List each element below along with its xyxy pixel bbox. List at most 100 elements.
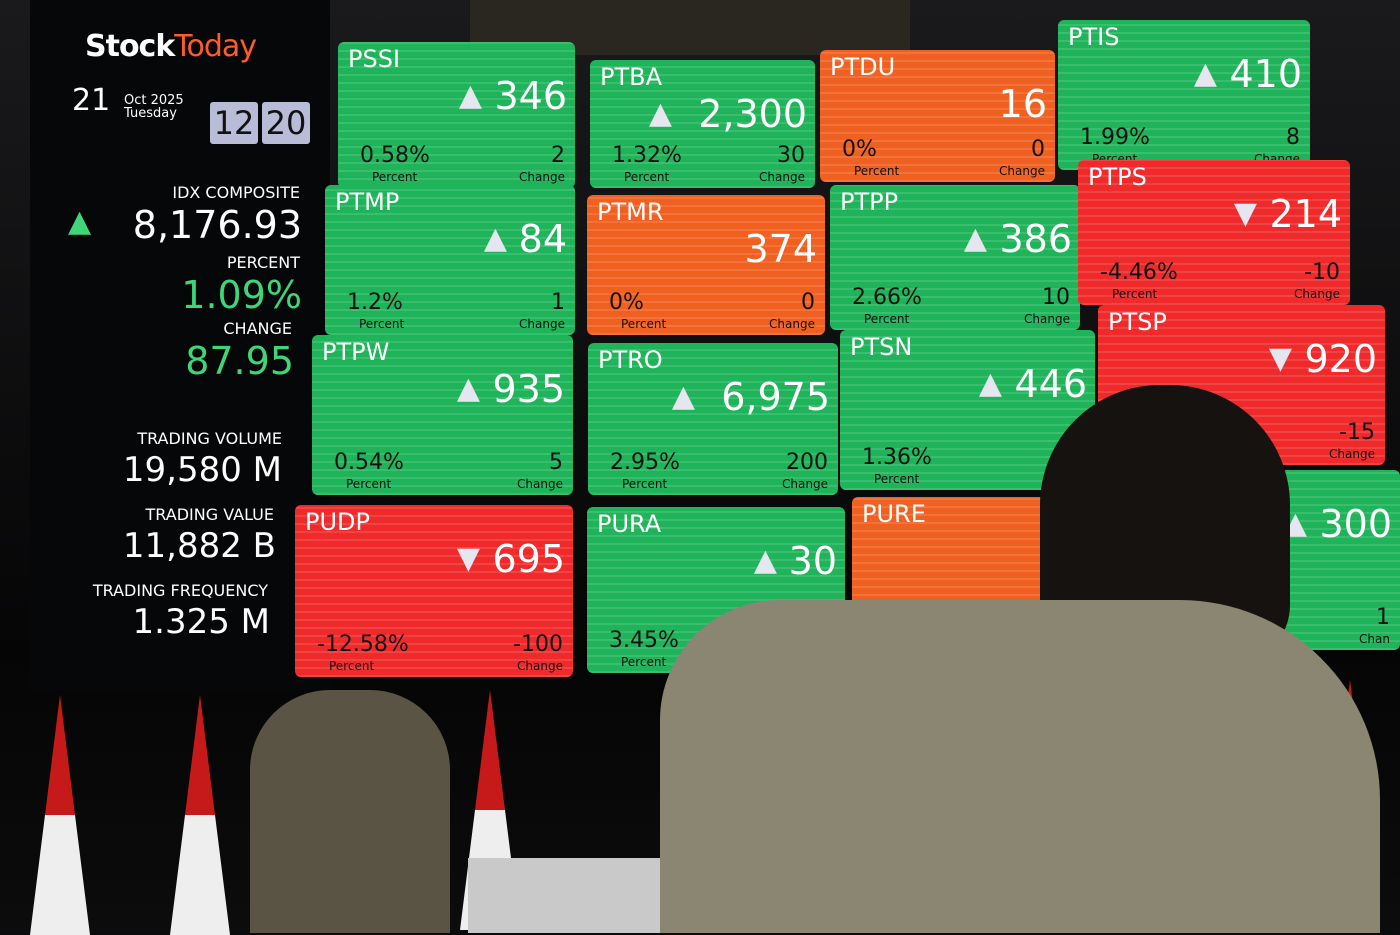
- index-value: 8,176.93: [132, 203, 302, 247]
- percent-label: Percent: [864, 312, 910, 326]
- price: 16: [998, 82, 1047, 126]
- stock-tile-pudp: PUDP ▼ 695 -12.58% Percent -100 Change: [295, 505, 573, 677]
- trading-frequency-label: TRADING FREQUENCY: [92, 581, 268, 600]
- price: 446: [1014, 362, 1087, 406]
- percent-label: Percent: [621, 655, 667, 669]
- change-label: Chan: [1359, 632, 1390, 646]
- clock-hour: 12: [210, 102, 258, 144]
- percent: 0%: [609, 290, 644, 315]
- change-label: Change: [519, 170, 565, 184]
- change: 1: [551, 290, 565, 315]
- percent: -4.46%: [1100, 260, 1178, 285]
- percent-label: Percent: [622, 477, 668, 491]
- trading-volume: 19,580 M: [122, 450, 282, 490]
- price: 2,300: [698, 92, 807, 136]
- up-arrow-icon: ▲: [456, 371, 480, 406]
- ticker: PTRO: [598, 346, 663, 374]
- stock-tile-ptpp: PTPP ▲ 386 2.66% Percent 10 Change: [830, 185, 1080, 330]
- percent: 2.95%: [610, 450, 680, 475]
- price: 410: [1229, 52, 1302, 96]
- percent-label: Percent: [624, 170, 670, 184]
- percent-label: Percent: [372, 170, 418, 184]
- percent: -12.58%: [317, 632, 409, 657]
- stock-tile-ptdu: PTDU 16 0% Percent 0 Change: [820, 50, 1055, 182]
- change: 0: [801, 290, 815, 315]
- change: 2: [551, 143, 565, 168]
- up-arrow-icon: ▲: [458, 78, 482, 113]
- price: 300: [1319, 502, 1392, 546]
- change-label: Change: [999, 164, 1045, 178]
- up-arrow-icon: ▲: [671, 379, 695, 414]
- ticker: PTSP: [1108, 308, 1167, 336]
- change: 30: [777, 143, 805, 168]
- trading-frequency: 1.325 M: [132, 602, 270, 642]
- up-arrow-icon: ▲: [978, 366, 1002, 401]
- price: 214: [1269, 192, 1342, 236]
- stock-tile-ptps: PTPS ▼ 214 -4.46% Percent -10 Change: [1078, 160, 1350, 305]
- change: -10: [1304, 260, 1340, 285]
- index-change: 87.95: [185, 339, 294, 383]
- percent-label: Percent: [621, 317, 667, 331]
- up-arrow-icon: ▲: [648, 96, 672, 131]
- price: 84: [518, 217, 567, 261]
- ticker: PTBA: [600, 63, 663, 91]
- percent: 1.99%: [1080, 125, 1150, 150]
- change: 1: [1376, 605, 1390, 630]
- percent: 0.54%: [334, 450, 404, 475]
- trading-value: 11,882 B: [122, 526, 276, 566]
- change-label: Change: [769, 317, 815, 331]
- price: 374: [744, 227, 817, 271]
- index-label: IDX COMPOSITE: [172, 183, 300, 202]
- month-year: Oct 2025: [124, 93, 184, 108]
- up-arrow-icon: ▲: [483, 221, 507, 256]
- down-arrow-icon: ▼: [456, 541, 480, 576]
- percent: 1.32%: [612, 143, 682, 168]
- stock-tile-ptmr: PTMR 374 0% Percent 0 Change: [587, 195, 825, 335]
- price: 386: [999, 217, 1072, 261]
- ticker: PTDU: [830, 53, 896, 81]
- change-label: Change: [519, 317, 565, 331]
- change: 5: [549, 450, 563, 475]
- change: 10: [1042, 285, 1070, 310]
- logo-today: Today: [174, 29, 257, 64]
- change: 8: [1286, 125, 1300, 150]
- stock-tile-ptmp: PTMP ▲ 84 1.2% Percent 1 Change: [325, 185, 575, 335]
- ticker: PTPS: [1088, 163, 1147, 191]
- change-label: Change: [1024, 312, 1070, 326]
- weekday: Tuesday: [124, 106, 177, 121]
- percent: 0.58%: [360, 143, 430, 168]
- index-percent: 1.09%: [181, 273, 302, 317]
- change: 0: [1031, 137, 1045, 162]
- down-arrow-icon: ▼: [1268, 341, 1292, 376]
- percent-label: Percent: [359, 317, 405, 331]
- percent-label: Percent: [1112, 287, 1158, 301]
- stock-tile-ptis: PTIS ▲ 410 1.99% Percent 8 Change: [1058, 20, 1310, 170]
- change-label: Change: [759, 170, 805, 184]
- price: 346: [494, 74, 567, 118]
- ticker: PURA: [597, 510, 662, 538]
- price: 920: [1304, 337, 1377, 381]
- up-arrow-icon: ▲: [963, 221, 987, 256]
- trading-volume-label: TRADING VOLUME: [137, 429, 282, 448]
- price: 695: [492, 537, 565, 581]
- percent: 1.2%: [347, 290, 403, 315]
- clock-minute: 20: [262, 102, 310, 144]
- ticker: PTIS: [1068, 23, 1120, 51]
- change-label: Change: [517, 477, 563, 491]
- percent-label: PERCENT: [226, 253, 300, 272]
- stock-tile-ptpw: PTPW ▲ 935 0.54% Percent 5 Change: [312, 335, 573, 495]
- ticker: PUDP: [305, 508, 370, 536]
- percent: 1.36%: [862, 445, 932, 470]
- percent: 0%: [842, 137, 877, 162]
- trading-value-label: TRADING VALUE: [145, 505, 274, 524]
- change: -15: [1339, 420, 1375, 445]
- percent-label: Percent: [346, 477, 392, 491]
- ticker: PSSI: [348, 45, 401, 73]
- percent-label: Percent: [874, 472, 920, 486]
- change-label: Change: [1329, 447, 1375, 461]
- ticker: PTPW: [322, 338, 390, 366]
- price: 30: [788, 539, 837, 583]
- stock-tile-ptro: PTRO ▲ 6,975 2.95% Percent 200 Change: [588, 343, 838, 495]
- change-label: Change: [782, 477, 828, 491]
- stock-tile-ptba: PTBA ▲ 2,300 1.32% Percent 30 Change: [590, 60, 815, 188]
